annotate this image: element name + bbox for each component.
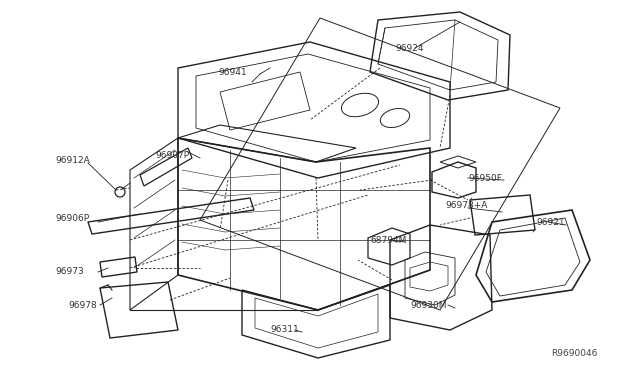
Text: 96311: 96311 [270, 326, 299, 334]
Text: 96906P: 96906P [55, 214, 89, 222]
Text: 68794M: 68794M [370, 235, 406, 244]
Text: 96941: 96941 [218, 67, 246, 77]
Text: 96921: 96921 [536, 218, 564, 227]
Text: 96978: 96978 [68, 301, 97, 310]
Text: 96907P: 96907P [155, 151, 189, 160]
Text: R9690046: R9690046 [552, 349, 598, 358]
Text: 96973: 96973 [55, 267, 84, 276]
Text: 96912A: 96912A [55, 155, 90, 164]
Text: 96924: 96924 [395, 44, 424, 52]
Text: 96950F: 96950F [468, 173, 502, 183]
Text: 96978+A: 96978+A [445, 201, 488, 209]
Text: 96930M: 96930M [410, 301, 447, 310]
